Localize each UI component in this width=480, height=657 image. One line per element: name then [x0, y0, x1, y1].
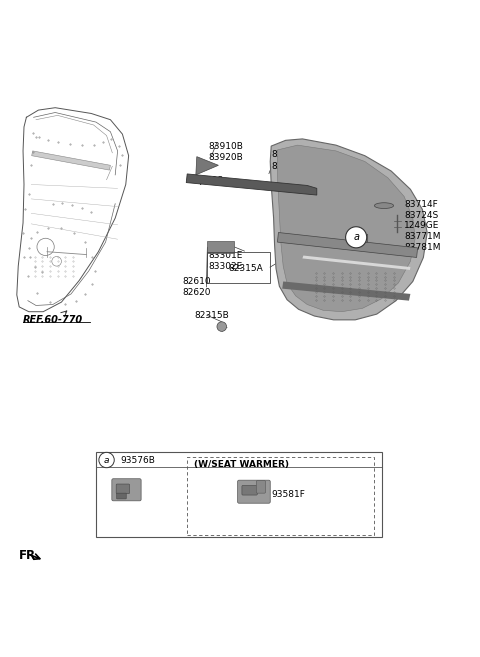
Polygon shape	[302, 256, 410, 270]
FancyBboxPatch shape	[116, 484, 130, 493]
Text: 82315B: 82315B	[194, 311, 229, 319]
Polygon shape	[196, 156, 218, 175]
Bar	[187, 457, 374, 535]
Text: FR.: FR.	[19, 549, 41, 562]
FancyBboxPatch shape	[238, 480, 270, 503]
Bar	[96, 452, 382, 537]
Polygon shape	[282, 281, 410, 301]
Circle shape	[217, 322, 227, 331]
Polygon shape	[277, 233, 418, 258]
Polygon shape	[350, 235, 368, 243]
Circle shape	[346, 227, 367, 248]
Text: REF.60-770: REF.60-770	[23, 315, 83, 325]
Text: a: a	[104, 455, 109, 464]
Text: 83301E
83302E: 83301E 83302E	[209, 251, 243, 271]
Text: a: a	[353, 233, 359, 242]
Text: (W/SEAT WARMER): (W/SEAT WARMER)	[194, 460, 289, 469]
Polygon shape	[186, 174, 317, 195]
Text: 83771M
83781M: 83771M 83781M	[404, 232, 441, 252]
Text: 83352A
83362A: 83352A 83362A	[271, 150, 306, 171]
Polygon shape	[207, 241, 234, 253]
FancyBboxPatch shape	[242, 486, 257, 495]
Text: 82610
82620: 82610 82620	[182, 277, 211, 297]
FancyBboxPatch shape	[256, 481, 265, 493]
Text: H83912: H83912	[188, 175, 224, 185]
Polygon shape	[32, 151, 110, 170]
Text: 1249GE: 1249GE	[404, 221, 440, 231]
Text: 93581F: 93581F	[271, 489, 305, 499]
Text: 83714F
83724S: 83714F 83724S	[404, 200, 438, 221]
Ellipse shape	[374, 203, 394, 208]
Polygon shape	[277, 145, 415, 311]
Text: 93576B: 93576B	[120, 457, 155, 465]
Polygon shape	[270, 139, 427, 320]
Bar	[207, 252, 270, 283]
Text: 83910B
83920B: 83910B 83920B	[209, 143, 244, 162]
FancyBboxPatch shape	[112, 479, 141, 501]
Text: 82315A: 82315A	[228, 263, 263, 273]
Circle shape	[99, 452, 114, 468]
FancyBboxPatch shape	[117, 493, 126, 499]
